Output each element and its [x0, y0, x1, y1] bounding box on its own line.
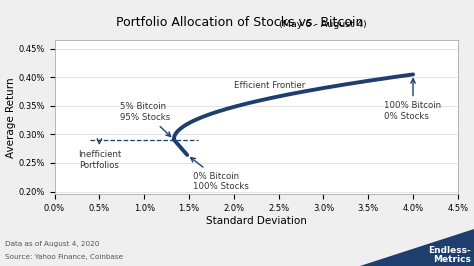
Text: 0% Bitcoin
100% Stocks: 0% Bitcoin 100% Stocks [191, 157, 249, 191]
Text: Portfolio Allocation of Stocks vs. Bitcoin: Portfolio Allocation of Stocks vs. Bitco… [117, 16, 364, 30]
Text: 5% Bitcoin
95% Stocks: 5% Bitcoin 95% Stocks [120, 102, 171, 136]
Text: Metrics: Metrics [433, 255, 471, 264]
Text: 100% Bitcoin
0% Stocks: 100% Bitcoin 0% Stocks [384, 79, 441, 121]
Text: Efficient Frontier: Efficient Frontier [234, 81, 305, 90]
X-axis label: Standard Deviation: Standard Deviation [206, 216, 307, 226]
Text: (May 6 - August 4): (May 6 - August 4) [114, 20, 366, 30]
Text: Data as of August 4, 2020: Data as of August 4, 2020 [5, 241, 99, 247]
Y-axis label: Average Return: Average Return [6, 77, 16, 157]
Text: Endless-: Endless- [428, 246, 471, 255]
Polygon shape [360, 229, 474, 266]
Text: Inefficient
Portfolios: Inefficient Portfolios [78, 150, 121, 170]
Text: Source: Yahoo Finance, Coinbase: Source: Yahoo Finance, Coinbase [5, 254, 123, 260]
